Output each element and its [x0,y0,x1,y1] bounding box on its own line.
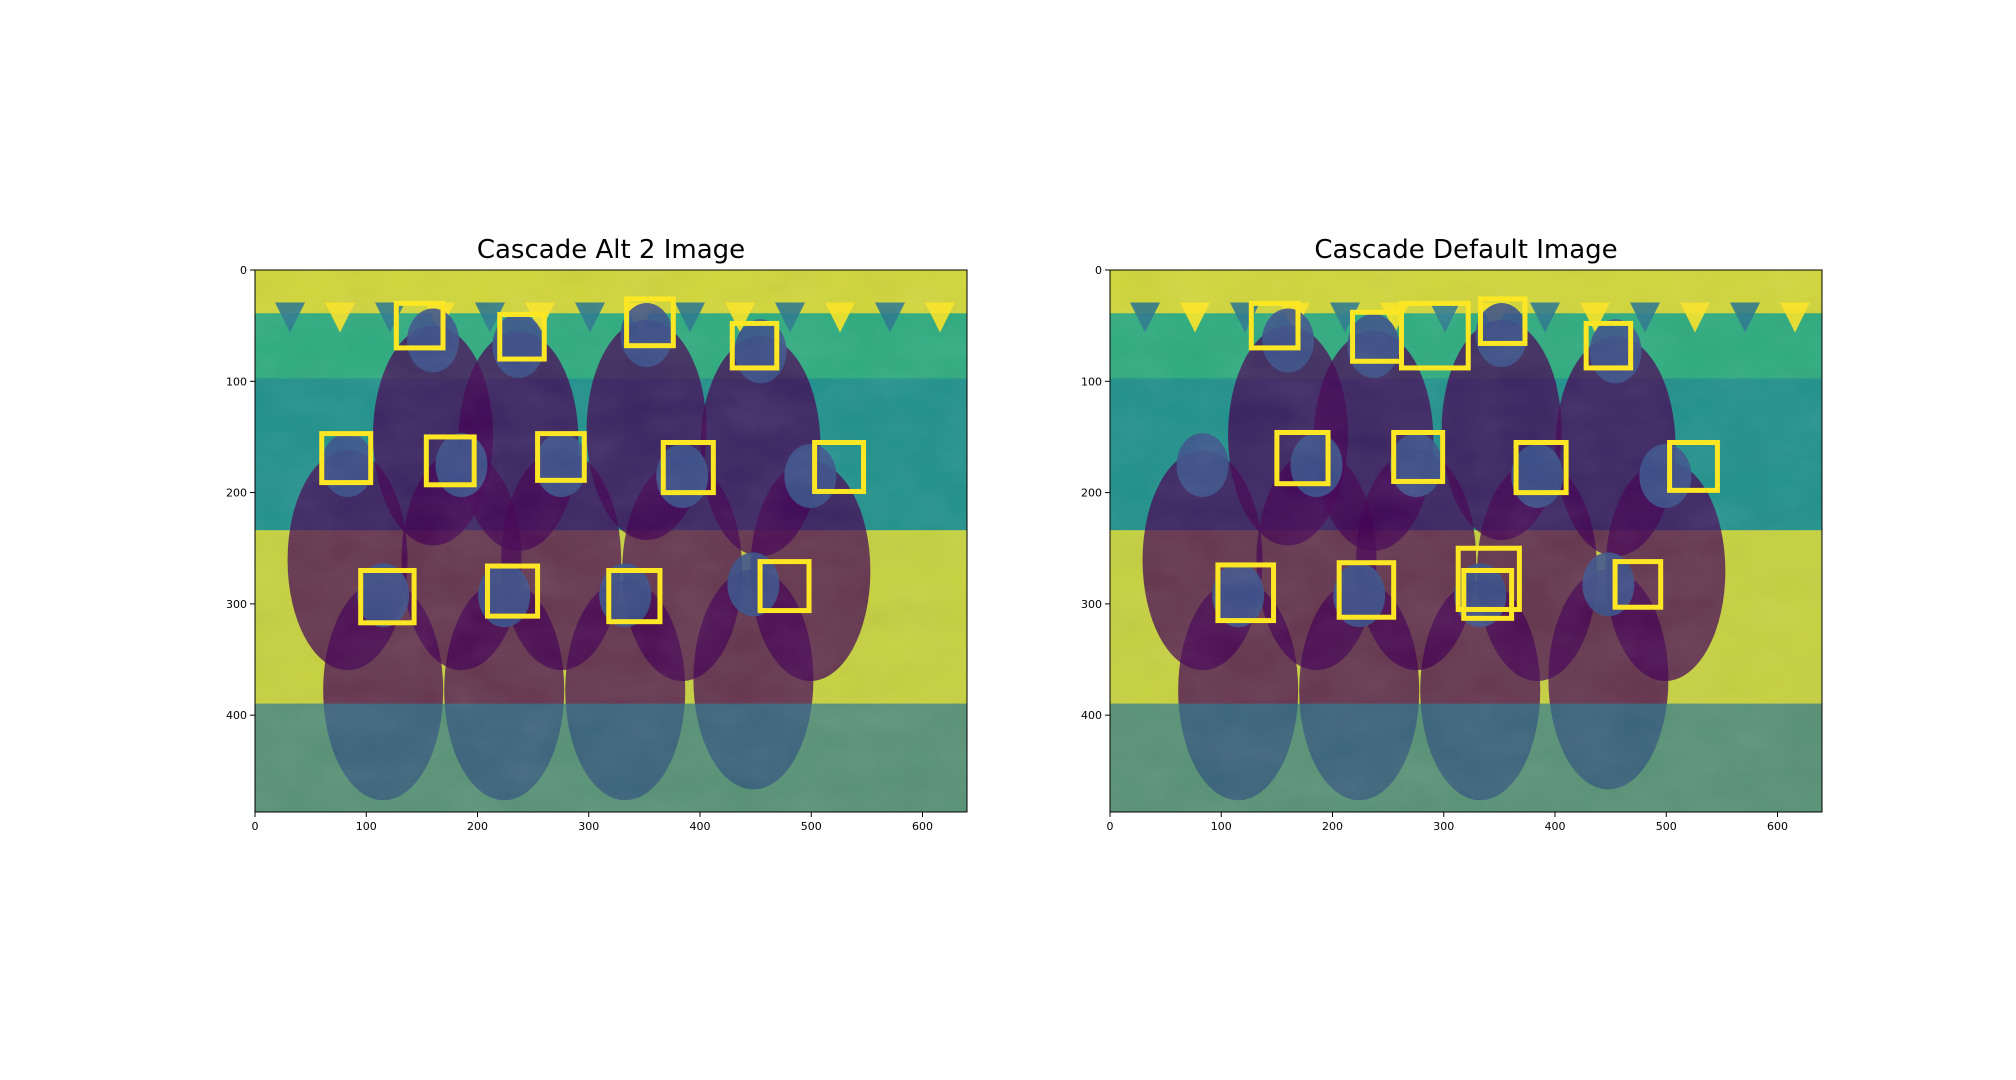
face-detection-box [1398,300,1471,371]
face-detection-box [1336,560,1397,620]
x-tick-label: 100 [356,820,377,833]
face-detection-box [660,440,716,496]
y-tick-label: 100 [1081,375,1102,388]
x-tick-label: 400 [1545,820,1566,833]
face-detection-box [812,440,867,494]
y-tick-label: 0 [240,264,247,277]
y-tick-label: 300 [1081,598,1102,611]
face-detection-box [319,431,374,486]
face-detection-box [1248,300,1301,351]
x-tick-label: 200 [1322,820,1343,833]
face-detection-box [1274,429,1331,487]
x-tick-label: 0 [252,820,259,833]
panel-title: Cascade Default Image [1314,235,1617,265]
panel-1: Cascade Alt 2 Image 0 100 200 300 400 500 600 0 1… [226,235,968,833]
face-detection-box [757,559,812,614]
x-tick-label: 600 [912,820,933,833]
face-detection-box [1612,559,1664,610]
face-detection-box [1583,320,1634,371]
face-detection-box [729,320,780,371]
face-detection-box [1667,440,1720,493]
face-detection-box [1391,429,1446,484]
y-tick-label: 200 [1081,487,1102,500]
face-detection-box [1513,440,1569,496]
photo-image [1110,270,1822,812]
face-detection-box [423,434,477,488]
x-tick-label: 500 [1656,820,1677,833]
x-tick-label: 500 [801,820,822,833]
x-tick-label: 300 [1433,820,1454,833]
face-detection-box [485,563,541,619]
x-tick-label: 0 [1107,820,1114,833]
panel-title: Cascade Alt 2 Image [477,235,745,265]
axes-frame [254,269,968,813]
face-detection-box [606,567,663,625]
axes-frame [1109,269,1823,813]
face-detection-box [1461,567,1515,621]
x-tick-label: 100 [1211,820,1232,833]
y-tick-label: 200 [226,487,247,500]
face-detection-box [1215,562,1277,624]
face-detection-box [1477,296,1528,346]
x-tick-label: 400 [690,820,711,833]
panel-2: Cascade Default Image 0 100 200 300 400 500 600… [1081,235,1823,833]
face-detection-box [1455,545,1522,612]
photo-image [255,270,967,812]
y-tick-label: 400 [226,709,247,722]
x-tick-label: 300 [578,820,599,833]
x-tick-label: 600 [1767,820,1788,833]
y-tick-label: 0 [1095,264,1102,277]
face-detection-box [358,567,417,626]
face-detection-box [497,312,547,362]
x-tick-label: 200 [467,820,488,833]
y-tick-label: 100 [226,375,247,388]
face-detection-box [535,431,587,483]
y-tick-label: 400 [1081,709,1102,722]
y-tick-label: 300 [226,598,247,611]
face-detection-box [393,300,446,351]
face-detection-box [624,296,676,349]
